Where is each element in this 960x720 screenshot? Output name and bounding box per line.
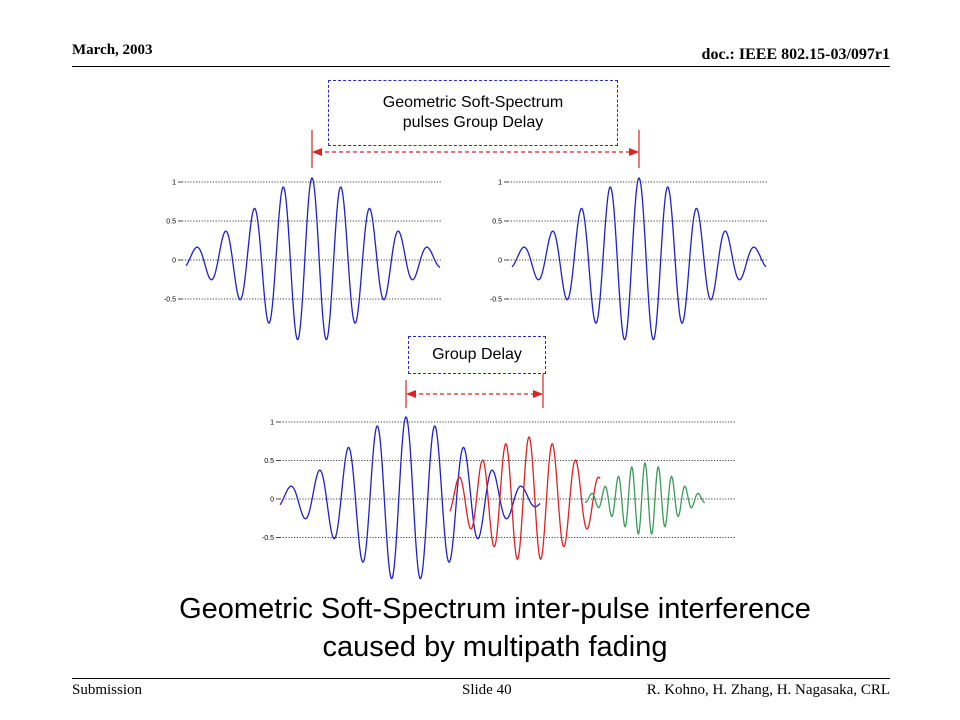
bot-tick-label: 1 xyxy=(270,420,274,427)
top-arrow-head-left xyxy=(312,148,322,156)
footer-slide-number: Slide 40 xyxy=(462,682,512,698)
header-doc-id: doc.: IEEE 802.15-03/097r1 xyxy=(701,46,890,63)
tl-tick-label: -0.5 xyxy=(164,297,176,304)
plot-top-right: 1 0.5 0 -0.5 xyxy=(490,177,768,341)
mid-arrow-head-right xyxy=(533,390,543,398)
top-group-delay-label-box: Geometric Soft-Spectrum pulses Group Del… xyxy=(328,80,618,146)
delay-arrows xyxy=(311,130,640,408)
bot-tick-label: 0.5 xyxy=(264,458,274,465)
mid-arrow-head-left xyxy=(406,390,416,398)
tl-tick-label: 0 xyxy=(172,258,176,265)
top-box-line2: pulses Group Delay xyxy=(402,114,544,131)
plot-top-left: 1 0.5 0 -0.5 xyxy=(164,177,442,341)
header-rule xyxy=(72,66,890,67)
footer-rule xyxy=(72,678,890,679)
tr-tick-label: 1 xyxy=(498,180,502,187)
tr-blue-pulse xyxy=(511,177,767,341)
group-delay-label: Group Delay xyxy=(432,346,522,363)
tr-tick-label: -0.5 xyxy=(490,297,502,304)
bottom-green-pulse xyxy=(585,461,705,536)
top-box-line1: Geometric Soft-Spectrum xyxy=(382,94,564,111)
tr-tick-label: 0 xyxy=(498,258,502,265)
tl-blue-pulse xyxy=(185,177,441,341)
tl-tick-label: 1 xyxy=(172,180,176,187)
tr-tick-label: 0.5 xyxy=(492,219,502,226)
plot-bottom: 1 0.5 0 -0.5 xyxy=(262,416,735,580)
bot-tick-label: 0 xyxy=(270,497,274,504)
footer-authors: R. Kohno, H. Zhang, H. Nagasaka, CRL xyxy=(646,682,890,698)
footer-submission: Submission xyxy=(72,682,143,698)
caption-line2: caused by multipath fading xyxy=(322,631,668,663)
bottom-red-pulse xyxy=(449,435,601,561)
slide-caption: Geometric Soft-Spectrum inter-pulse inte… xyxy=(0,590,960,666)
tl-tick-label: 0.5 xyxy=(166,219,176,226)
top-arrow-head-right xyxy=(629,148,639,156)
group-delay-label-box: Group Delay xyxy=(408,336,546,374)
caption-line1: Geometric Soft-Spectrum inter-pulse inte… xyxy=(179,593,811,625)
bottom-blue-pulse xyxy=(279,416,541,580)
header-date: March, 2003 xyxy=(72,42,153,58)
bot-tick-label: -0.5 xyxy=(262,535,274,542)
